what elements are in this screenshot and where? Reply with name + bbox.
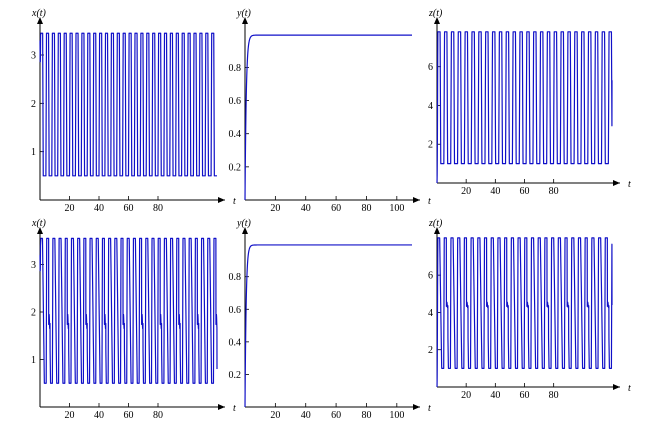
x-tick-label: 40 <box>301 410 311 421</box>
series-line <box>244 34 413 201</box>
y-tick-label: 1 <box>31 355 36 366</box>
y-axis-arrow-icon <box>242 17 248 24</box>
y-tick-label: 0.2 <box>229 370 242 381</box>
y-tick-label: 4 <box>428 101 433 112</box>
x-tick-label: 20 <box>461 390 471 401</box>
x-tick-label: 20 <box>461 186 471 197</box>
x-tick-label: 40 <box>490 186 500 197</box>
x-axis-arrow-icon <box>413 404 420 410</box>
x-tick-label: 80 <box>153 203 163 214</box>
x-axis-arrow-icon <box>218 404 225 410</box>
panel-4: 20 40 60 80 1 2 3 x(t) t <box>31 218 236 421</box>
y-tick-label: 2 <box>428 345 433 356</box>
x-tick-label: 60 <box>331 410 341 421</box>
y-tick-label: 6 <box>428 271 433 282</box>
x-tick-label: 80 <box>549 390 559 401</box>
y-axis-arrow-icon <box>37 227 43 234</box>
y-tick-label: 3 <box>31 51 36 62</box>
y-axis-arrow-icon <box>242 227 248 234</box>
x-tick-label: 40 <box>490 390 500 401</box>
panel-1: 20 40 60 80 1 2 3 x(t) t <box>31 8 236 214</box>
x-tick-label: 80 <box>361 410 371 421</box>
y-axis-arrow-icon <box>434 227 440 234</box>
x-axis-title: t <box>233 403 236 414</box>
x-tick-label: 100 <box>389 410 404 421</box>
x-tick-label: 40 <box>94 203 104 214</box>
y-axis-title: z(t) <box>428 8 443 19</box>
y-axis-title: z(t) <box>428 218 443 229</box>
x-axis-arrow-icon <box>218 197 225 203</box>
x-tick-label: 20 <box>270 203 280 214</box>
y-axis-title: x(t) <box>31 8 47 19</box>
panel-2: 20 40 60 80 100 0.2 0.4 0.6 0.8 y(t) t <box>229 8 432 214</box>
panel-3: 20 40 60 80 2 4 6 z(t) t <box>428 8 631 197</box>
x-axis-arrow-icon <box>613 384 620 390</box>
x-tick-label: 60 <box>124 410 134 421</box>
x-tick-label: 20 <box>65 410 75 421</box>
y-tick-label: 0.6 <box>229 96 242 107</box>
series-line <box>436 237 613 388</box>
y-tick-label: 2 <box>428 140 433 151</box>
x-axis-arrow-icon <box>613 180 620 186</box>
y-axis-title: y(t) <box>236 218 252 229</box>
y-tick-label: 0.4 <box>229 129 242 140</box>
y-tick-label: 4 <box>428 308 433 319</box>
series-line <box>436 31 613 184</box>
x-tick-label: 60 <box>331 203 341 214</box>
series-line <box>39 32 218 177</box>
x-tick-label: 20 <box>65 203 75 214</box>
y-axis-title: y(t) <box>236 8 252 19</box>
x-tick-label: 60 <box>520 390 530 401</box>
series-line <box>244 244 413 408</box>
x-tick-label: 20 <box>270 410 280 421</box>
x-tick-label: 100 <box>389 203 404 214</box>
y-tick-label: 1 <box>31 147 36 158</box>
x-tick-label: 80 <box>153 410 163 421</box>
x-axis-title: t <box>628 383 631 394</box>
x-axis-title: t <box>428 196 431 207</box>
x-axis-arrow-icon <box>413 197 420 203</box>
x-tick-label: 80 <box>361 203 371 214</box>
y-tick-label: 0.4 <box>229 337 242 348</box>
y-tick-label: 6 <box>428 62 433 73</box>
y-axis-arrow-icon <box>37 17 43 24</box>
panel-5: 20 40 60 80 100 0.2 0.4 0.6 0.8 y(t) t <box>229 218 432 421</box>
y-tick-label: 2 <box>31 99 36 110</box>
x-axis-title: t <box>428 403 431 414</box>
x-axis-title: t <box>233 196 236 207</box>
series-line <box>39 237 218 384</box>
x-tick-label: 60 <box>124 203 134 214</box>
y-axis-arrow-icon <box>434 17 440 24</box>
y-tick-label: 0.8 <box>229 63 242 74</box>
x-axis-title: t <box>628 179 631 190</box>
y-tick-label: 2 <box>31 308 36 319</box>
x-tick-label: 80 <box>549 186 559 197</box>
y-tick-label: 3 <box>31 260 36 271</box>
x-tick-label: 40 <box>301 203 311 214</box>
x-tick-label: 60 <box>520 186 530 197</box>
y-axis-title: x(t) <box>31 218 47 229</box>
y-tick-label: 0.2 <box>229 162 242 173</box>
panel-6: 20 40 60 80 2 4 6 z(t) t <box>428 218 631 401</box>
y-tick-label: 0.8 <box>229 272 242 283</box>
y-tick-label: 0.6 <box>229 305 242 316</box>
x-tick-label: 40 <box>94 410 104 421</box>
